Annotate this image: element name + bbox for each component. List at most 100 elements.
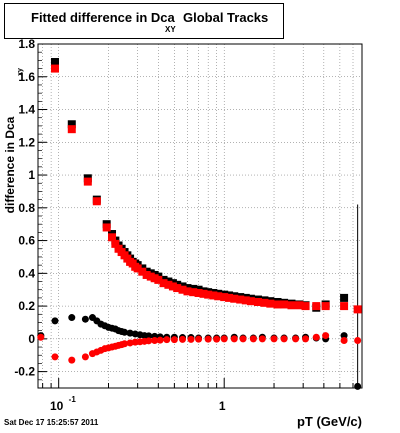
data-point bbox=[50, 58, 59, 67]
data-point bbox=[92, 197, 101, 206]
data-point bbox=[220, 335, 228, 343]
data-point bbox=[163, 336, 171, 344]
y-tick-label: 1 bbox=[28, 168, 35, 182]
data-point bbox=[292, 335, 300, 343]
data-point bbox=[266, 299, 275, 308]
title-box: Fitted difference in Dca XY Global Track… bbox=[4, 3, 284, 39]
y-tick-label: 0.2 bbox=[18, 299, 35, 313]
data-point bbox=[246, 297, 255, 306]
data-point bbox=[302, 335, 310, 343]
data-point bbox=[133, 264, 142, 273]
data-point bbox=[168, 282, 177, 291]
data-point bbox=[204, 290, 213, 299]
data-point bbox=[108, 233, 117, 242]
data-point bbox=[145, 332, 153, 340]
data-point bbox=[170, 336, 178, 344]
data-point bbox=[253, 298, 262, 306]
data-point bbox=[195, 335, 203, 343]
data-point bbox=[145, 337, 153, 345]
data-point bbox=[236, 295, 245, 304]
data-point bbox=[340, 332, 348, 340]
data-point bbox=[138, 267, 147, 276]
series-red-circle bbox=[37, 332, 362, 364]
series-red-square bbox=[50, 64, 362, 314]
data-point bbox=[189, 288, 198, 297]
data-point bbox=[83, 177, 92, 186]
data-point bbox=[187, 335, 195, 343]
data-point bbox=[183, 287, 192, 296]
series-black-square bbox=[50, 58, 349, 312]
y-tick-label: 1.4 bbox=[18, 103, 35, 117]
data-point bbox=[173, 284, 182, 293]
y-tick-label: 0 bbox=[28, 332, 35, 346]
data-point bbox=[312, 333, 320, 341]
timestamp: Sat Dec 17 15:25:57 2011 bbox=[4, 418, 99, 427]
y-tick-label: 1.6 bbox=[18, 70, 35, 84]
data-point bbox=[260, 298, 269, 307]
data-point bbox=[111, 239, 120, 248]
x-tick-label: 10 bbox=[50, 399, 64, 413]
data-point bbox=[225, 293, 234, 302]
data-point bbox=[179, 335, 187, 343]
chart-title-subscript: XY bbox=[165, 25, 176, 34]
data-point bbox=[340, 293, 349, 302]
chart-title: Fitted difference in Dca bbox=[31, 10, 175, 25]
series-black-circle bbox=[37, 314, 362, 390]
data-point bbox=[50, 64, 59, 73]
data-point bbox=[287, 301, 296, 310]
data-point bbox=[159, 279, 168, 288]
data-point bbox=[68, 356, 76, 364]
data-point bbox=[270, 335, 278, 343]
y-tick-label: 0.8 bbox=[18, 201, 35, 215]
data-point bbox=[51, 353, 59, 361]
x-tick-label-exponent: -1 bbox=[69, 395, 77, 404]
data-point bbox=[354, 336, 362, 344]
data-point bbox=[214, 292, 223, 301]
y-tick-label: -0.2 bbox=[14, 365, 35, 379]
data-point bbox=[178, 285, 187, 294]
data-point bbox=[340, 336, 348, 344]
data-point bbox=[67, 120, 76, 129]
data-point bbox=[230, 335, 238, 343]
data-point bbox=[51, 317, 59, 325]
data-point bbox=[142, 270, 151, 279]
data-point bbox=[121, 328, 129, 336]
data-point bbox=[156, 336, 164, 344]
y-tick-label: 1.2 bbox=[18, 135, 35, 149]
y-tick-label: 1.8 bbox=[18, 37, 35, 51]
x-tick-label: 1 bbox=[219, 399, 226, 413]
data-point bbox=[322, 332, 330, 340]
data-point bbox=[249, 335, 257, 343]
data-point bbox=[194, 288, 203, 297]
data-point bbox=[126, 339, 134, 347]
data-point bbox=[354, 382, 362, 390]
data-point bbox=[121, 340, 129, 348]
data-point bbox=[126, 329, 134, 337]
data-point bbox=[273, 300, 282, 309]
data-point bbox=[164, 280, 173, 289]
data-point bbox=[230, 294, 239, 303]
y-axis-label: difference in Dca bbox=[3, 116, 17, 213]
data-point bbox=[37, 333, 45, 341]
data-point bbox=[280, 335, 288, 343]
data-point bbox=[68, 314, 76, 322]
data-point bbox=[81, 353, 89, 361]
data-point bbox=[340, 302, 349, 311]
data-point bbox=[199, 289, 208, 298]
data-point bbox=[321, 302, 330, 311]
data-point bbox=[154, 275, 163, 284]
data-point bbox=[204, 335, 212, 343]
data-point bbox=[81, 315, 89, 323]
data-point bbox=[67, 125, 76, 134]
data-series bbox=[37, 58, 362, 390]
axis-ticks: -0.2 0 0.2 0.4 0.6 0.8 1 1.2 1.4 1.6 1.8 10 -1 1 bbox=[14, 37, 359, 413]
data-point bbox=[301, 302, 310, 311]
data-point bbox=[353, 305, 362, 314]
data-point bbox=[151, 336, 159, 344]
chart-title-suffix: Global Tracks bbox=[183, 10, 269, 25]
y-tick-label: 0.6 bbox=[18, 234, 35, 248]
data-point bbox=[295, 301, 304, 310]
data-point bbox=[102, 223, 111, 232]
data-point bbox=[280, 300, 289, 309]
